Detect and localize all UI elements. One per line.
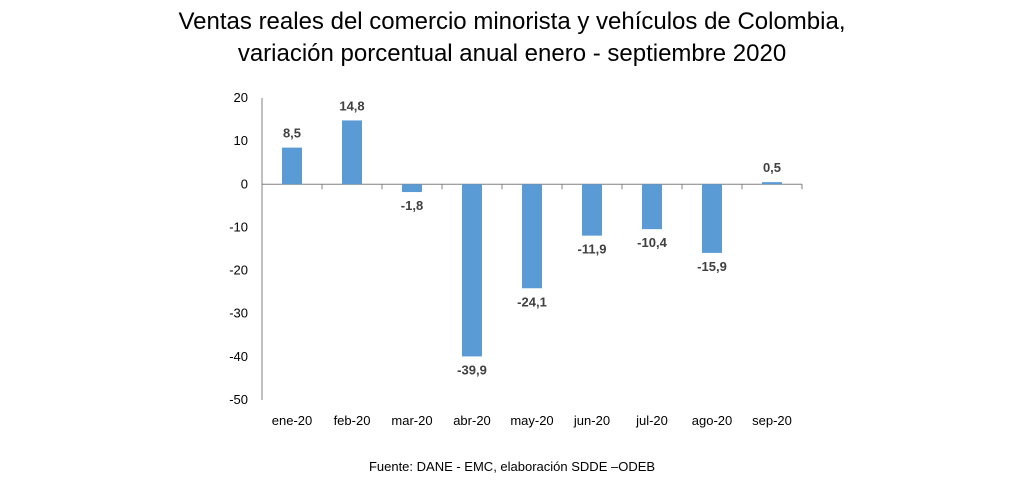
x-tick-label: may-20 — [510, 413, 553, 428]
x-tick-label: abr-20 — [453, 413, 491, 428]
chart-title-line-2: variación porcentual anual enero - septi… — [237, 40, 787, 67]
y-tick-label: -50 — [229, 392, 248, 407]
bar — [282, 147, 302, 185]
x-tick-label: feb-20 — [334, 413, 371, 428]
x-tick-label: mar-20 — [391, 413, 432, 428]
data-label: -10,4 — [637, 235, 667, 250]
chart-title: Ventas reales del comercio minorista y v… — [0, 6, 1024, 70]
data-label: -15,9 — [697, 259, 727, 274]
x-tick-label: sep-20 — [752, 413, 792, 428]
y-tick-label: 20 — [234, 90, 248, 105]
bar — [522, 184, 542, 289]
y-tick-label: -20 — [229, 263, 248, 278]
chart-title-line-1: Ventas reales del comercio minorista y v… — [178, 8, 846, 35]
x-axis: ene-20 feb-20 mar-20 abr-20 may-20 jun-20 jul-… — [261, 183, 803, 428]
bar — [762, 182, 782, 185]
y-axis: 20 10 0 -10 -20 -30 -40 -50 — [229, 90, 263, 407]
x-tick-label: jun-20 — [573, 413, 610, 428]
data-label: 14,8 — [339, 98, 364, 113]
y-tick-label: 10 — [234, 133, 248, 148]
x-tick-label: ene-20 — [272, 413, 312, 428]
data-label: 0,5 — [763, 160, 781, 175]
data-label: -39,9 — [457, 362, 487, 377]
y-tick-label: -40 — [229, 349, 248, 364]
y-tick-label: 0 — [241, 176, 248, 191]
y-tick-label: -10 — [229, 219, 248, 234]
y-tick-label: -30 — [229, 306, 248, 321]
data-label: -24,1 — [517, 294, 547, 309]
bar — [402, 184, 422, 193]
bar — [642, 184, 662, 230]
bar — [342, 120, 362, 185]
bar — [582, 184, 602, 236]
data-label: -1,8 — [401, 198, 423, 213]
x-tick-label: jul-20 — [635, 413, 668, 428]
data-label: -11,9 — [578, 242, 607, 257]
data-label: 8,5 — [283, 126, 301, 141]
data-labels: 8,5 14,8 -1,8 -39,9 -24,1 -11,9 -10,4 -15,9 0,5 — [283, 98, 781, 377]
bar — [702, 184, 722, 253]
x-tick-label: ago-20 — [692, 413, 732, 428]
source-note: Fuente: DANE - EMC, elaboración SDDE –OD… — [368, 459, 656, 474]
bar — [462, 184, 482, 357]
bars — [282, 120, 782, 357]
